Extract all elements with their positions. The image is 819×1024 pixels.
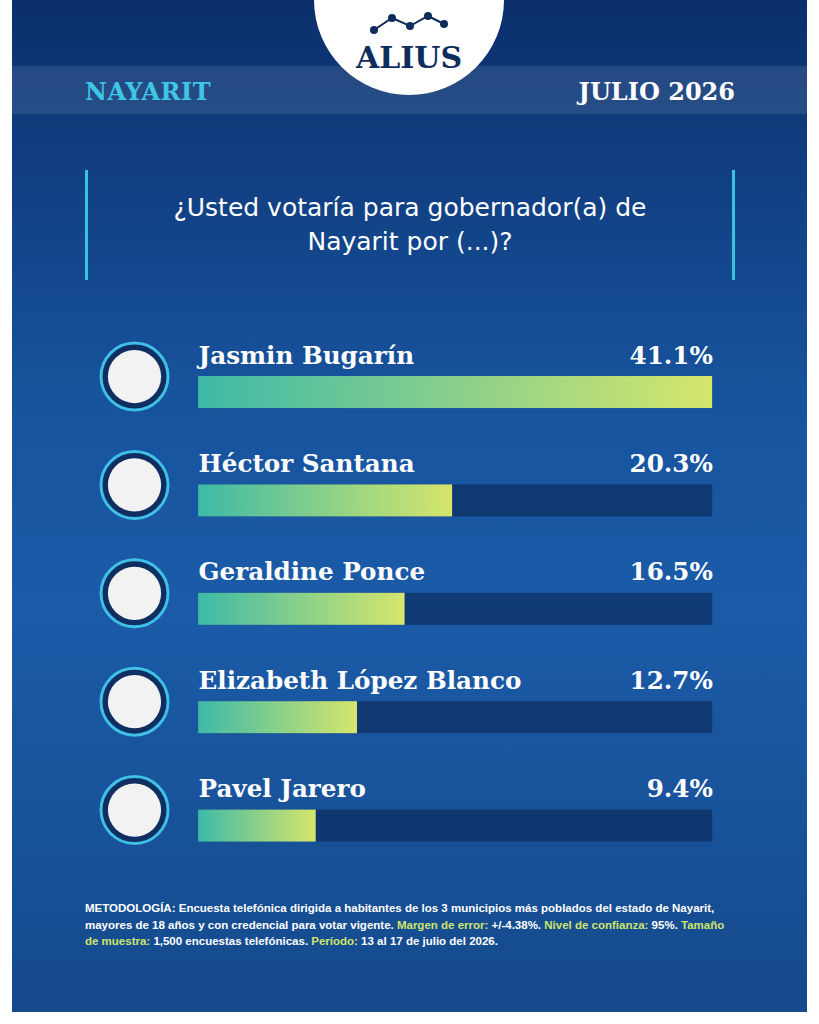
- html-text:JULIO 2026: JULIO 2026: [578, 77, 735, 106]
- html-text:¿Usted votaría para gobernador: ¿Usted votaría para gobernador(a) de Nay…: [173, 193, 647, 256]
- svg-text:41.1%: 41.1%: [630, 341, 713, 370]
- html-text:METODOLOGÍA: Encuesta telefóni: METODOLOGÍA: Encuesta telefónica dirigid…: [85, 902, 725, 948]
- svg-text:Elizabeth López Blanco: Elizabeth López Blanco: [199, 666, 522, 695]
- svg-text:12.7%: 12.7%: [630, 666, 713, 695]
- svg-text:Pavel Jarero: Pavel Jarero: [199, 774, 366, 803]
- svg-text:16.5%: 16.5%: [630, 557, 713, 586]
- svg-text:Geraldine Ponce: Geraldine Ponce: [199, 557, 426, 586]
- html-text:NAYARIT: NAYARIT: [85, 77, 212, 106]
- svg-text:Jasmin Bugarín: Jasmin Bugarín: [197, 341, 415, 370]
- svg-text:Héctor Santana: Héctor Santana: [199, 449, 415, 478]
- svg-text:20.3%: 20.3%: [630, 449, 713, 478]
- svg-text:9.4%: 9.4%: [647, 774, 713, 803]
- html-text:ALIUS: ALIUS: [355, 40, 463, 75]
